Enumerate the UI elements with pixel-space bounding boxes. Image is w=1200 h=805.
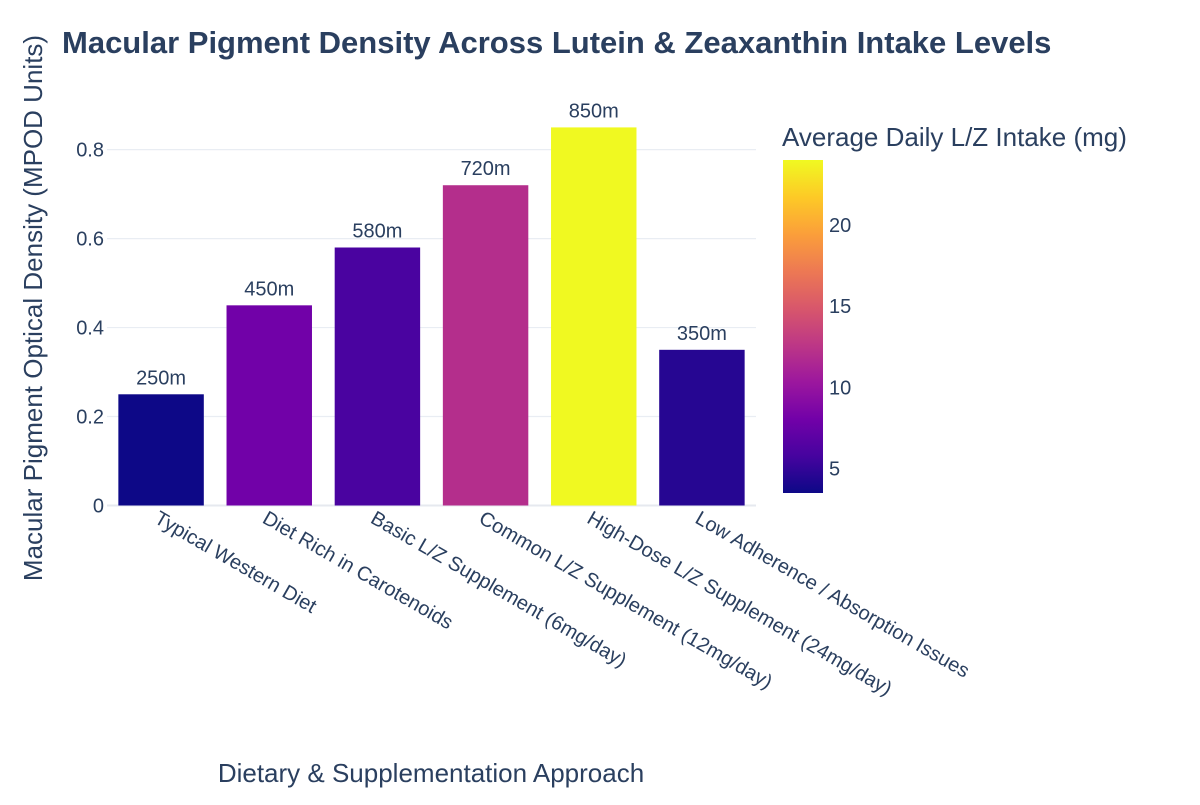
colorbar-tick-label: 20: [829, 215, 851, 237]
bar: [442, 185, 529, 506]
gridlines: [107, 149, 756, 507]
bar: [659, 349, 745, 506]
bar: [334, 247, 421, 506]
bar-value-label: 580m: [352, 221, 402, 243]
x-axis-title: Dietary & Supplementation Approach: [218, 758, 644, 788]
y-tick-label: 0.6: [76, 229, 104, 251]
x-tick-label: Diet Rich in Carotenoids: [259, 507, 457, 634]
bar-value-label: 350m: [677, 323, 727, 345]
y-tick-label: 0: [93, 496, 104, 518]
bar-value-label: 450m: [244, 278, 294, 300]
colorbar-tick-label: 10: [829, 377, 851, 399]
colorbar-tick-label: 5: [829, 459, 840, 481]
y-axis-title: Macular Pigment Optical Density (MPOD Un…: [18, 35, 48, 581]
colorbar-gradient: [783, 160, 823, 493]
data-labels: 250m 450m 580m 720m 850m 350m: [136, 100, 727, 389]
chart-title: Macular Pigment Density Across Lutein & …: [62, 25, 1051, 60]
bar-value-label: 850m: [569, 100, 619, 122]
bar: [551, 127, 637, 506]
y-tick-label: 0.8: [76, 140, 104, 162]
colorbar-title: Average Daily L/Z Intake (mg): [782, 122, 1127, 152]
colorbar: Average Daily L/Z Intake (mg) 5 10 15 20: [782, 122, 1127, 493]
bar-value-label: 250m: [136, 367, 186, 389]
bar-value-label: 720m: [461, 158, 511, 180]
bars: [118, 127, 745, 506]
y-tick-label: 0.2: [76, 407, 104, 429]
bar: [118, 394, 204, 506]
colorbar-ticks: 5 10 15 20: [829, 215, 851, 481]
y-tick-label: 0.4: [76, 318, 104, 340]
bar: [226, 305, 312, 506]
colorbar-tick-label: 15: [829, 296, 851, 318]
y-axis-ticks: 0 0.2 0.4 0.6 0.8: [76, 140, 104, 518]
